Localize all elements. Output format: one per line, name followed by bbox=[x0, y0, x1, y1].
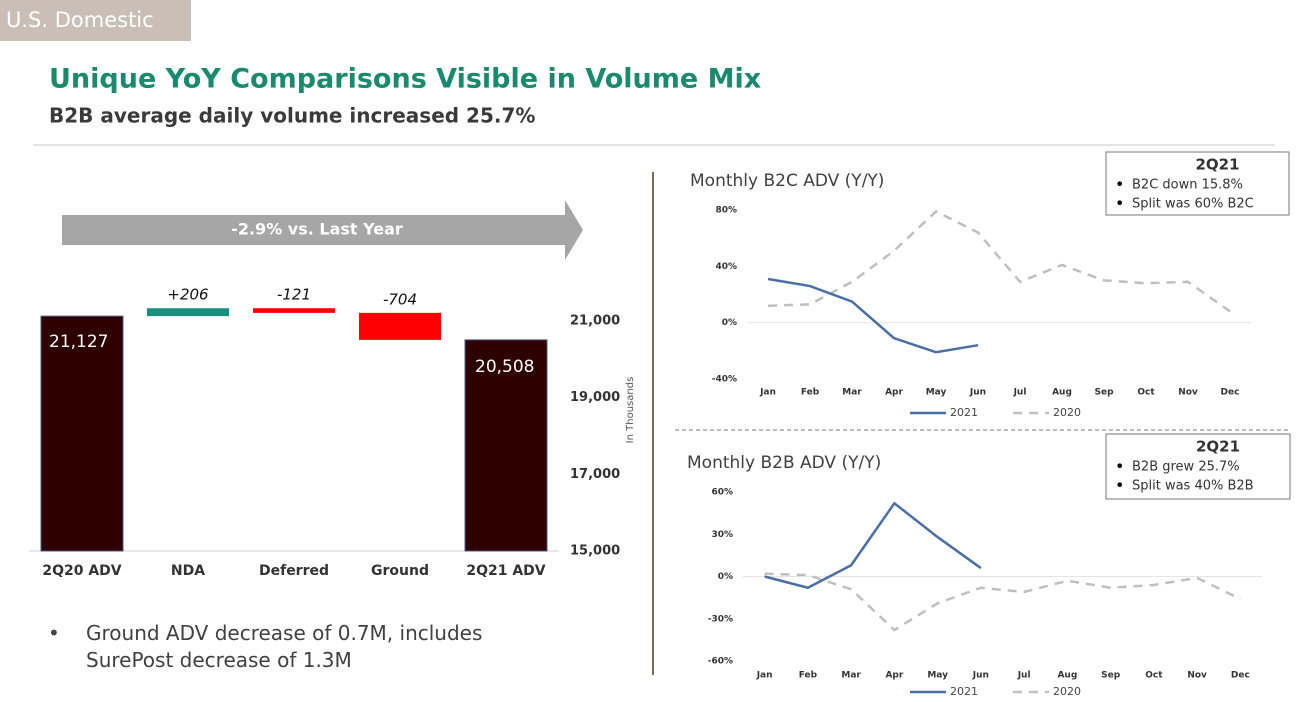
subtitle: B2B average daily volume increased 25.7% bbox=[49, 104, 535, 128]
annotation-title: 2Q21 bbox=[1195, 156, 1239, 174]
banner-arrow bbox=[62, 200, 583, 260]
x-tick-label: Feb bbox=[799, 671, 818, 681]
chart-title: Monthly B2C ADV (Y/Y) bbox=[690, 171, 884, 191]
bullet: • Ground ADV decrease of 0.7M, includes S… bbox=[48, 620, 548, 674]
x-tick-label: Mar bbox=[842, 388, 862, 398]
bar bbox=[40, 315, 124, 552]
x-tick-label: May bbox=[926, 388, 947, 398]
x-tick-label: Jun bbox=[969, 388, 986, 398]
y-tick-label: 21,000 bbox=[570, 314, 620, 329]
x-tick-label: Mar bbox=[841, 671, 861, 681]
y-axis-label: In Thousands bbox=[625, 377, 636, 444]
legend-label: 2020 bbox=[1053, 685, 1081, 698]
x-tick-label: May bbox=[927, 671, 948, 681]
x-tick-label: Deferred bbox=[259, 563, 329, 579]
annotation-box bbox=[1105, 151, 1290, 216]
y-tick-label: -40% bbox=[712, 375, 737, 385]
y-tick-label: -30% bbox=[708, 614, 733, 624]
annotation-dot: • bbox=[1115, 175, 1124, 194]
tag: U.S. Domestic bbox=[6, 8, 154, 32]
value-label: -121 bbox=[277, 286, 311, 304]
x-tick-label: Oct bbox=[1145, 671, 1163, 681]
tag-box bbox=[0, 0, 191, 41]
x-tick-label: Nov bbox=[1187, 671, 1207, 681]
annotation-dot: • bbox=[1115, 476, 1124, 495]
bullet-text: Ground ADV decrease of 0.7M, includes Su… bbox=[86, 621, 483, 672]
series-line bbox=[767, 277, 979, 354]
legend-label: 2020 bbox=[1053, 406, 1081, 419]
x-tick-label: Oct bbox=[1137, 388, 1155, 398]
annotation-item: Split was 60% B2C bbox=[1132, 197, 1254, 212]
x-tick-label: Jul bbox=[1013, 388, 1027, 398]
y-tick-label: 17,000 bbox=[570, 467, 620, 482]
value-label: 21,127 bbox=[49, 332, 108, 352]
x-tick-label: Dec bbox=[1231, 671, 1250, 681]
x-tick-label: Jan bbox=[756, 671, 773, 681]
annotation-item: B2C down 15.8% bbox=[1132, 178, 1243, 193]
annotation-item: B2B grew 25.7% bbox=[1132, 460, 1240, 475]
x-tick-label: Jul bbox=[1017, 671, 1031, 681]
x-tick-label: Feb bbox=[801, 388, 820, 398]
y-tick-label: 0% bbox=[722, 318, 737, 328]
bar bbox=[253, 308, 335, 313]
bar bbox=[359, 312, 441, 340]
annotation-title: 2Q21 bbox=[1196, 438, 1240, 456]
bar bbox=[147, 308, 229, 317]
x-tick-label: 2Q21 ADV bbox=[466, 563, 545, 579]
series-line bbox=[764, 501, 982, 590]
annotation-dot: • bbox=[1115, 194, 1124, 213]
series-line bbox=[767, 209, 1231, 313]
y-tick-label: 80% bbox=[715, 206, 737, 216]
x-tick-label: Aug bbox=[1052, 388, 1072, 398]
y-tick-label: 40% bbox=[715, 262, 737, 272]
y-tick-label: 15,000 bbox=[570, 544, 620, 559]
x-tick-label: Sep bbox=[1101, 671, 1121, 681]
title: Unique YoY Comparisons Visible in Volume… bbox=[49, 64, 761, 95]
y-tick-label: -60% bbox=[708, 657, 733, 667]
x-tick-label: Nov bbox=[1178, 388, 1198, 398]
value-label: -704 bbox=[383, 290, 417, 308]
x-tick-label: Jan bbox=[759, 388, 776, 398]
x-tick-label: Jun bbox=[972, 671, 989, 681]
legend-label: 2021 bbox=[950, 685, 978, 698]
y-tick-label: 0% bbox=[718, 572, 733, 582]
y-tick-label: 60% bbox=[711, 488, 733, 498]
x-tick-label: NDA bbox=[171, 563, 205, 579]
x-tick-label: Sep bbox=[1094, 388, 1114, 398]
annotation-dot: • bbox=[1115, 457, 1124, 476]
chart-title: Monthly B2B ADV (Y/Y) bbox=[687, 453, 881, 473]
x-tick-label: Apr bbox=[885, 388, 903, 398]
value-label: +206 bbox=[167, 286, 208, 304]
x-tick-label: 2Q20 ADV bbox=[42, 563, 121, 579]
bullet-dot: • bbox=[48, 621, 60, 645]
annotation-item: Split was 40% B2B bbox=[1132, 479, 1254, 494]
bar bbox=[464, 339, 548, 552]
y-tick-label: 19,000 bbox=[570, 390, 620, 405]
x-tick-label: Aug bbox=[1057, 671, 1077, 681]
y-tick-label: 30% bbox=[711, 530, 733, 540]
legend-label: 2021 bbox=[950, 406, 978, 419]
series-line bbox=[764, 572, 1241, 632]
annotation-box bbox=[1105, 433, 1291, 500]
x-tick-label: Apr bbox=[885, 671, 903, 681]
value-label: 20,508 bbox=[475, 357, 534, 377]
x-tick-label: Dec bbox=[1221, 388, 1240, 398]
x-tick-label: Ground bbox=[371, 563, 429, 579]
banner: -2.9% vs. Last Year bbox=[231, 220, 403, 239]
